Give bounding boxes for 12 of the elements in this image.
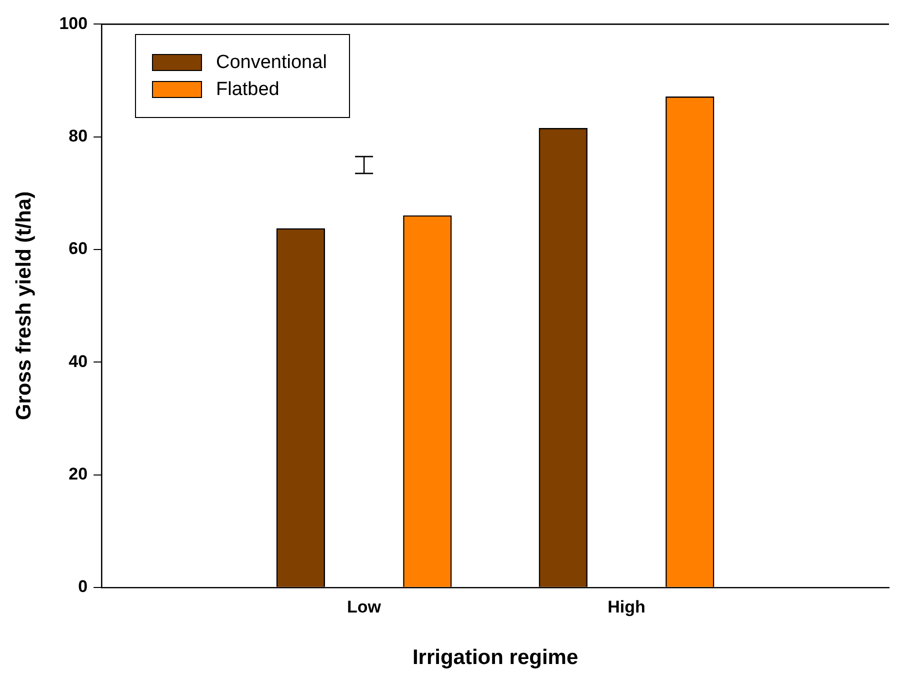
legend-label: Conventional: [216, 52, 327, 74]
x-tick-label: High: [608, 597, 646, 616]
y-tick-label: 40: [68, 352, 88, 371]
legend-label: Flatbed: [216, 78, 280, 100]
x-tick-label: Low: [347, 597, 382, 616]
x-axis-title: Irrigation regime: [412, 646, 578, 670]
y-tick-label: 20: [68, 464, 88, 484]
y-tick-label: 80: [68, 126, 88, 146]
y-tick-label: 60: [68, 239, 88, 258]
y-tick-label: 0: [78, 577, 88, 596]
y-tick-label: 100: [59, 14, 88, 33]
y-axis-title: Gross fresh yield (t/ha): [12, 191, 36, 420]
